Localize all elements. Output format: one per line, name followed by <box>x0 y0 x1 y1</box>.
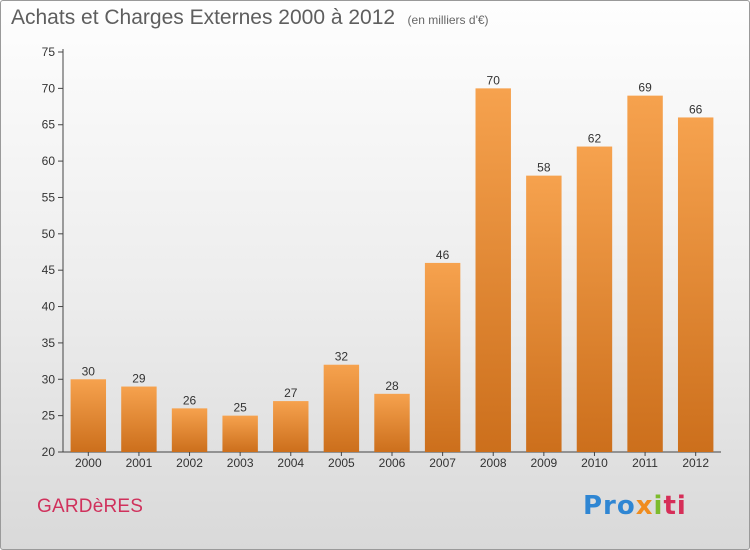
commune-name: GARDèRES <box>37 496 144 517</box>
bar-value-label: 69 <box>638 81 652 95</box>
logo-part-1: Pro <box>583 491 636 521</box>
bar-value-label: 27 <box>284 386 298 400</box>
bar-value-label: 28 <box>385 379 399 393</box>
bar-value-label: 46 <box>436 248 450 262</box>
y-tick-label: 45 <box>42 263 56 277</box>
bar <box>424 262 461 452</box>
bar-value-label: 70 <box>487 73 501 87</box>
bar <box>374 393 410 452</box>
bar-value-label: 26 <box>183 393 197 407</box>
x-tick-label: 2010 <box>581 456 608 470</box>
logo-part-3: i <box>653 491 664 521</box>
y-tick-label: 65 <box>42 118 56 132</box>
x-tick-label: 2012 <box>682 456 709 470</box>
y-tick-label: 25 <box>42 409 56 423</box>
bar-value-label: 58 <box>537 161 551 175</box>
logo-part-2: x <box>635 491 654 521</box>
logo-part-4: ti <box>663 491 687 521</box>
bar <box>121 386 157 452</box>
x-tick-label: 2000 <box>75 456 102 470</box>
x-tick-label: 2004 <box>277 456 304 470</box>
x-tick-label: 2006 <box>379 456 406 470</box>
y-tick-label: 70 <box>42 81 56 95</box>
x-tick-label: 2011 <box>632 456 658 470</box>
y-tick-label: 55 <box>42 190 56 204</box>
chart-title: Achats et Charges Externes 2000 à 2012 (… <box>11 6 489 30</box>
bar-value-label: 66 <box>689 102 703 116</box>
x-tick-label: 2005 <box>328 456 355 470</box>
proxiti-logo: Proxiti <box>583 491 687 521</box>
bar <box>576 146 613 452</box>
bar-value-label: 30 <box>82 364 96 378</box>
chart-title-text: Achats et Charges Externes 2000 à 2012 <box>11 6 396 29</box>
y-tick-label: 20 <box>42 445 56 459</box>
x-tick-label: 2001 <box>126 456 153 470</box>
x-tick-label: 2007 <box>429 456 456 470</box>
y-tick-label: 30 <box>42 372 56 386</box>
bar <box>70 379 107 452</box>
x-tick-label: 2002 <box>176 456 203 470</box>
x-tick-label: 2009 <box>530 456 557 470</box>
bar <box>677 117 714 453</box>
labels: 2000 30 2001 29 2002 26 2003 25 2004 27 2005 32 2006… <box>75 73 709 470</box>
bars <box>70 88 714 453</box>
bar <box>222 415 258 452</box>
y-tick-label: 35 <box>42 336 56 350</box>
y-tick-label: 75 <box>42 45 56 59</box>
y-tick-label: 60 <box>42 154 56 168</box>
x-tick-label: 2003 <box>227 456 254 470</box>
bar <box>475 88 511 452</box>
bar-value-label: 62 <box>588 132 602 146</box>
bar <box>323 364 360 452</box>
y-tick-label: 40 <box>42 300 56 314</box>
bar <box>273 401 309 452</box>
y-tick-label: 50 <box>42 227 56 241</box>
bar-value-label: 25 <box>233 401 247 415</box>
chart-unit: (en milliers d'€) <box>407 13 489 27</box>
bar-value-label: 29 <box>132 372 146 386</box>
bar-value-label: 32 <box>335 350 349 364</box>
bar <box>526 175 562 453</box>
bar <box>171 408 208 452</box>
x-tick-label: 2008 <box>480 456 507 470</box>
bar <box>627 95 663 453</box>
